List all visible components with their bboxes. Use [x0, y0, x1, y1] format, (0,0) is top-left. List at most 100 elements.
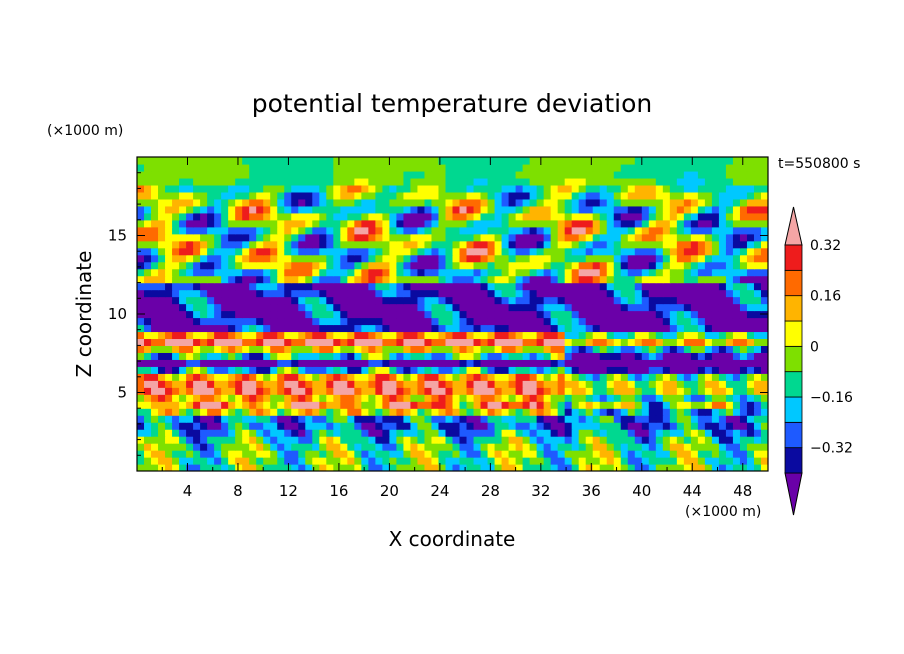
field-cell	[340, 261, 348, 270]
field-cell	[214, 373, 222, 381]
field-cell	[445, 205, 454, 214]
field-cell	[648, 352, 657, 360]
field-cell	[256, 380, 264, 388]
field-cell	[403, 457, 412, 465]
field-cell	[256, 366, 264, 374]
field-cell	[676, 317, 685, 326]
field-cell	[620, 366, 629, 374]
field-cell	[165, 317, 173, 326]
field-cell	[193, 373, 201, 381]
field-cell	[718, 345, 727, 353]
field-cell	[277, 296, 285, 305]
field-cell	[270, 261, 278, 270]
field-cell	[718, 366, 727, 374]
field-cell	[515, 422, 524, 430]
field-cell	[319, 359, 327, 367]
field-cell	[172, 177, 180, 186]
field-cell	[571, 359, 580, 367]
field-cell	[256, 373, 264, 381]
field-cell	[417, 275, 426, 284]
field-cell	[515, 268, 524, 277]
field-cell	[312, 408, 320, 416]
field-cell	[389, 240, 398, 249]
field-cell	[564, 303, 573, 312]
field-cell	[375, 359, 383, 367]
field-cell	[739, 394, 748, 402]
field-cell	[396, 422, 405, 430]
field-cell	[284, 366, 292, 374]
field-cell	[732, 212, 741, 221]
field-cell	[613, 345, 622, 353]
field-cell	[410, 240, 419, 249]
field-cell	[298, 387, 306, 395]
field-cell	[529, 240, 538, 249]
field-cell	[718, 184, 727, 193]
field-cell	[606, 282, 615, 291]
field-cell	[529, 436, 538, 444]
field-cell	[732, 247, 741, 256]
field-cell	[522, 394, 531, 402]
field-cell	[501, 233, 510, 242]
field-cell	[578, 429, 587, 437]
field-cell	[606, 289, 615, 298]
field-cell	[151, 408, 159, 416]
field-cell	[550, 157, 559, 165]
field-cell	[711, 366, 720, 374]
field-cell	[284, 163, 292, 172]
field-cell	[431, 212, 440, 221]
field-cell	[249, 443, 257, 451]
field-cell	[501, 394, 510, 402]
field-cell	[508, 261, 517, 270]
field-cell	[256, 359, 264, 367]
field-cell	[277, 289, 285, 298]
field-cell	[424, 275, 433, 284]
field-cell	[312, 268, 320, 277]
field-cell	[249, 226, 257, 235]
field-cell	[627, 212, 636, 221]
field-cell	[550, 415, 559, 423]
field-cell	[613, 219, 622, 228]
field-cell	[690, 331, 699, 340]
field-cell	[368, 310, 376, 319]
field-cell	[571, 422, 580, 430]
field-cell	[305, 345, 313, 353]
field-cell	[606, 198, 615, 207]
field-cell	[536, 359, 545, 367]
field-cell	[403, 352, 412, 360]
field-cell	[438, 170, 447, 179]
field-cell	[711, 219, 720, 228]
field-cell	[760, 324, 768, 333]
field-cell	[599, 457, 608, 465]
field-cell	[291, 296, 299, 305]
field-cell	[662, 191, 671, 200]
field-cell	[200, 289, 208, 298]
field-cell	[676, 380, 685, 388]
field-cell	[410, 303, 419, 312]
field-cell	[151, 219, 159, 228]
field-cell	[382, 247, 390, 256]
field-cell	[452, 366, 461, 374]
field-cell	[179, 198, 187, 207]
field-cell	[165, 324, 173, 333]
field-cell	[760, 387, 768, 395]
field-cell	[473, 247, 482, 256]
field-cell	[571, 415, 580, 423]
field-cell	[494, 359, 503, 367]
field-cell	[753, 443, 762, 451]
field-cell	[298, 310, 306, 319]
field-cell	[725, 205, 734, 214]
field-cell	[291, 157, 299, 165]
field-cell	[753, 240, 762, 249]
field-cell	[676, 303, 685, 312]
field-cell	[515, 317, 524, 326]
field-cell	[522, 317, 531, 326]
field-cell	[732, 177, 741, 186]
field-cell	[697, 191, 706, 200]
field-cell	[473, 219, 482, 228]
field-cell	[606, 205, 615, 214]
field-cell	[564, 226, 573, 235]
field-cell	[361, 240, 369, 249]
field-cell	[641, 157, 650, 165]
field-cell	[431, 261, 440, 270]
